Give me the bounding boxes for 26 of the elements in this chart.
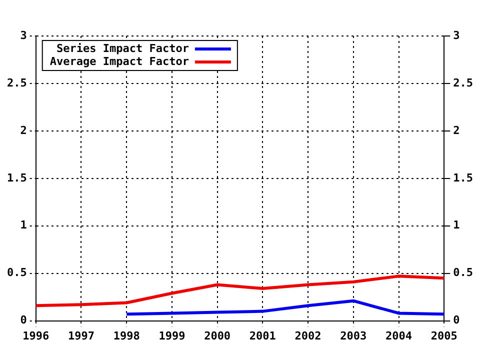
y2-tick-label: 0.5 [453,266,474,280]
legend-label: Average Impact Factor [50,54,190,68]
x-tick-label: 1997 [68,329,94,342]
x-tick-label: 2003 [340,329,367,342]
y-tick-label: 0 [20,314,27,327]
y-tick-label: 3 [20,28,27,42]
y-tick-label: 1 [20,218,28,232]
x-tick-label: 1996 [22,329,50,342]
legend-label: Series Impact Factor [56,42,190,55]
x-tick-label: 2005 [430,329,458,342]
y2-tick-label: 3 [453,28,460,42]
x-tick-label: 1999 [158,329,186,342]
y2-tick-label: 1 [453,218,460,232]
y-tick-label: 1.5 [6,171,27,184]
y-tick-label: 2.5 [6,76,27,90]
x-tick-label: 2002 [294,329,322,342]
y-tick-label: 2 [20,124,27,137]
x-tick-label: 2001 [249,329,276,342]
y2-tick-label: 2.5 [453,76,474,90]
y-tick-label: 0.5 [6,266,27,280]
y2-tick-label: 2 [453,124,460,137]
x-tick-label: 1998 [113,329,140,342]
x-tick-label: 2004 [386,329,412,342]
y2-tick-label: 0 [453,314,460,327]
x-tick-label: 2000 [204,329,231,342]
y2-tick-label: 1.5 [453,171,474,184]
